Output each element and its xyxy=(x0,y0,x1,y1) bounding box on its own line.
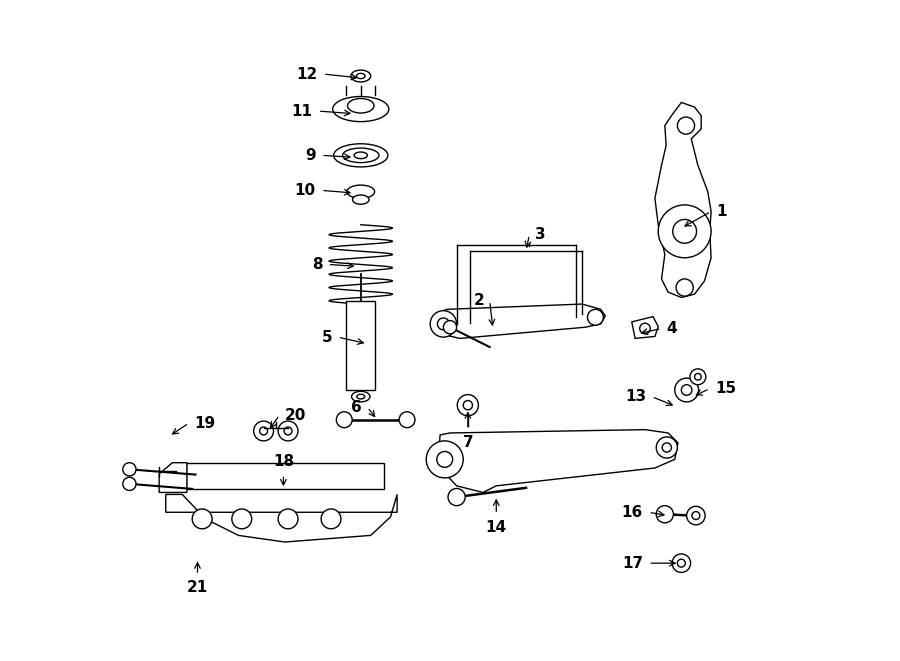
Circle shape xyxy=(321,509,341,529)
Polygon shape xyxy=(166,494,397,542)
Ellipse shape xyxy=(343,148,379,163)
Circle shape xyxy=(675,378,698,402)
Text: 6: 6 xyxy=(351,400,362,414)
Ellipse shape xyxy=(351,70,371,82)
Circle shape xyxy=(681,385,692,395)
Ellipse shape xyxy=(347,98,374,113)
Text: 1: 1 xyxy=(716,204,727,219)
Circle shape xyxy=(284,427,292,435)
Text: 18: 18 xyxy=(273,454,294,469)
Ellipse shape xyxy=(355,152,367,159)
Circle shape xyxy=(278,509,298,529)
Text: 3: 3 xyxy=(535,227,545,242)
Text: 20: 20 xyxy=(284,408,306,422)
Circle shape xyxy=(656,506,673,523)
Ellipse shape xyxy=(333,97,389,122)
Polygon shape xyxy=(159,463,187,492)
Circle shape xyxy=(678,117,695,134)
Polygon shape xyxy=(438,430,678,492)
Text: 10: 10 xyxy=(294,183,316,198)
Circle shape xyxy=(122,477,136,490)
Text: 11: 11 xyxy=(292,104,312,118)
Circle shape xyxy=(662,443,671,452)
Ellipse shape xyxy=(356,73,365,79)
Text: 2: 2 xyxy=(473,293,484,308)
Circle shape xyxy=(692,512,700,520)
Ellipse shape xyxy=(346,185,374,198)
Circle shape xyxy=(672,554,690,572)
Circle shape xyxy=(640,323,651,334)
Circle shape xyxy=(656,437,678,458)
Text: 16: 16 xyxy=(622,505,643,520)
Text: 5: 5 xyxy=(321,330,332,344)
Polygon shape xyxy=(632,317,658,338)
Circle shape xyxy=(278,421,298,441)
Circle shape xyxy=(676,279,693,296)
Circle shape xyxy=(658,205,711,258)
Circle shape xyxy=(437,318,449,330)
Circle shape xyxy=(588,309,603,325)
Circle shape xyxy=(444,321,456,334)
Circle shape xyxy=(695,373,701,380)
Circle shape xyxy=(430,311,456,337)
Text: 12: 12 xyxy=(296,67,318,81)
Ellipse shape xyxy=(352,391,370,402)
Ellipse shape xyxy=(334,143,388,167)
Ellipse shape xyxy=(353,195,369,204)
Text: 14: 14 xyxy=(486,520,507,535)
Circle shape xyxy=(457,395,479,416)
Text: 7: 7 xyxy=(463,435,473,450)
Text: 4: 4 xyxy=(667,321,678,336)
Circle shape xyxy=(687,506,705,525)
Circle shape xyxy=(122,463,136,476)
Text: 15: 15 xyxy=(716,381,736,396)
Bar xyxy=(185,463,384,489)
Circle shape xyxy=(436,451,453,467)
Circle shape xyxy=(399,412,415,428)
Polygon shape xyxy=(440,304,606,338)
Text: 9: 9 xyxy=(305,148,316,163)
Text: 8: 8 xyxy=(311,257,322,272)
Text: 13: 13 xyxy=(626,389,646,404)
Circle shape xyxy=(678,559,685,567)
Circle shape xyxy=(337,412,352,428)
Circle shape xyxy=(448,488,465,506)
Circle shape xyxy=(254,421,274,441)
Polygon shape xyxy=(655,102,711,297)
Circle shape xyxy=(673,219,697,243)
Circle shape xyxy=(193,509,212,529)
Bar xyxy=(346,301,375,390)
Circle shape xyxy=(232,509,252,529)
Text: 17: 17 xyxy=(622,556,643,570)
Circle shape xyxy=(464,401,472,410)
Circle shape xyxy=(259,427,267,435)
Circle shape xyxy=(427,441,464,478)
Text: 21: 21 xyxy=(187,580,208,596)
Text: 19: 19 xyxy=(194,416,215,430)
Ellipse shape xyxy=(356,394,365,399)
Circle shape xyxy=(690,369,706,385)
